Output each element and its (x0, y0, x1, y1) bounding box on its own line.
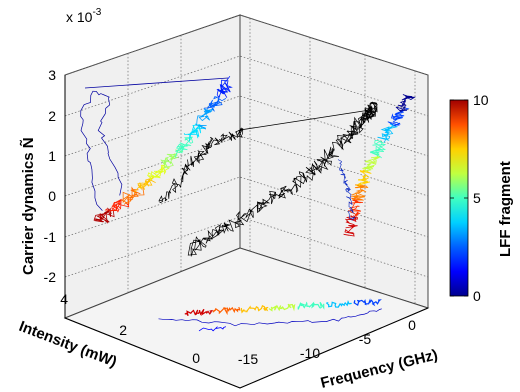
floor-trace (240, 304, 269, 314)
floor-trace (297, 301, 325, 310)
z-tick-label: -1 (44, 229, 57, 245)
floor-trace (184, 308, 213, 317)
trajectory-segment (203, 95, 227, 112)
exponent-label: x 10-3 (66, 7, 102, 25)
black-connector (239, 109, 371, 131)
floor-trace (158, 308, 382, 327)
floor-trace (212, 306, 241, 316)
left-connector (84, 77, 229, 89)
frequency-tick-label: -15 (238, 351, 258, 367)
trajectory-segment (183, 123, 205, 142)
trajectory-segment (104, 198, 130, 213)
colorbar-tick-labels: 10 5 0 (473, 92, 489, 304)
trajectory-segment (160, 149, 184, 170)
frequency-tick-label: -10 (300, 345, 320, 361)
z-tick-label: 2 (48, 108, 56, 124)
trajectory-segment (121, 186, 145, 205)
z-tick-label: 0 (48, 188, 56, 204)
trajectory-segment (196, 108, 215, 130)
trajectory-segment (134, 176, 156, 193)
black-projection (158, 101, 378, 257)
floor-trace (353, 298, 382, 307)
intensity-tick-label: 4 (60, 291, 68, 307)
side-trace (348, 197, 364, 218)
frequency-tick-label: 0 (408, 317, 416, 333)
trajectory-segment (174, 136, 194, 158)
z-tick-label: -2 (44, 269, 57, 285)
floor-trace (268, 303, 296, 312)
side-trace (369, 139, 387, 159)
side-trace (362, 153, 381, 172)
colorbar-label: LFF fragment (497, 161, 514, 257)
side-trace (350, 184, 369, 201)
intensity-tick-label: 0 (192, 350, 200, 366)
side-trace (355, 169, 372, 188)
frequency-tick-label: -5 (359, 331, 372, 347)
colorbar-tick-label: 10 (473, 92, 489, 108)
trajectory-segment (93, 207, 116, 224)
frequency-axis-label: Frequency (GHz) (319, 346, 440, 392)
left-trace (80, 90, 123, 211)
multiplier-exponent: -3 (92, 7, 101, 18)
intensity-tick-label: 2 (119, 322, 127, 338)
floor-trace (198, 325, 227, 332)
side-trace (343, 215, 358, 237)
black-trace (187, 101, 378, 257)
z-tick-label: 1 (48, 148, 56, 164)
intensity-tick-labels: 4 2 0 (60, 291, 200, 366)
colorbar-tick-label: 5 (473, 190, 481, 206)
colorbar-tick-label: 0 (473, 288, 481, 304)
left-projection (80, 77, 229, 211)
z-tick-labels: 3 2 1 0 -1 -2 (44, 67, 57, 285)
multiplier-base: x 10 (66, 9, 93, 25)
colorbar-ticks (450, 99, 468, 297)
z-axis-label: Carrier dynamics Ñ (19, 137, 37, 275)
side-trace (337, 159, 356, 221)
floor-projection (158, 298, 382, 332)
side-trace (387, 107, 410, 127)
floor-trace (326, 300, 352, 308)
front-left-axis (64, 75, 429, 389)
side-trace (395, 94, 416, 113)
side-projection (337, 94, 416, 237)
black-trace (158, 127, 244, 204)
frequency-tick-labels: -15 -10 -5 0 (238, 317, 416, 367)
side-trace (377, 123, 399, 143)
trajectory-segment (146, 164, 171, 181)
color-trajectory (93, 75, 233, 224)
z-tick-label: 3 (48, 67, 56, 83)
gridlines (64, 14, 429, 304)
trajectory-segment (216, 75, 233, 99)
